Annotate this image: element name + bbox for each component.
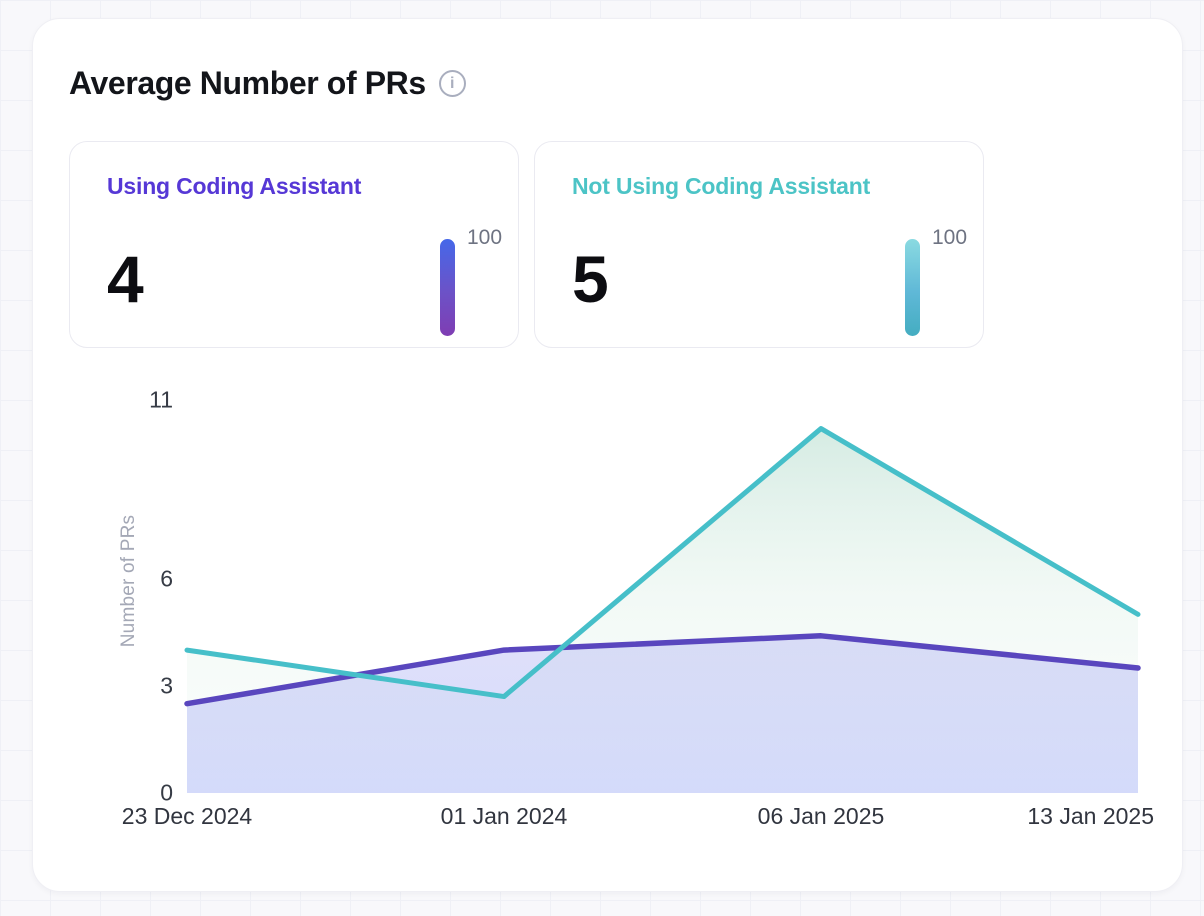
y-tick-label: 11 (149, 386, 173, 413)
stat-card-not-using-assistant: Not Using Coding Assistant 5 100 (534, 141, 984, 348)
stat-label: Using Coding Assistant (107, 173, 362, 199)
y-tick-label: 0 (160, 779, 173, 806)
stat-cards-row: Using Coding Assistant 4 100 Not Using C… (69, 141, 984, 348)
y-axis-ticks: 0 3 6 11 (103, 387, 173, 806)
x-tick-label: 01 Jan 2024 (440, 803, 568, 829)
scale-max-label: 100 (467, 226, 503, 249)
stat-card-using-assistant: Using Coding Assistant 4 100 (69, 141, 519, 348)
x-tick-label: 23 Dec 2024 (121, 803, 253, 829)
area-chart-svg (184, 426, 1141, 793)
prs-trend-chart[interactable] (184, 400, 1141, 793)
average-prs-panel: Average Number of PRs i Using Coding Ass… (32, 18, 1183, 892)
x-tick-label: 06 Jan 2025 (757, 803, 885, 829)
scale-max-label: 100 (932, 226, 968, 249)
stat-value: 4 (107, 242, 144, 316)
stat-label: Not Using Coding Assistant (572, 173, 871, 199)
x-axis-labels: 23 Dec 2024 01 Jan 2024 06 Jan 2025 13 Jan … (122, 803, 1154, 833)
info-icon-glyph: i (450, 74, 455, 92)
gradient-scale-bar (440, 239, 455, 336)
page-title: Average Number of PRs (69, 65, 426, 101)
panel-header: Average Number of PRs i (69, 65, 466, 102)
stat-value: 5 (572, 242, 609, 316)
y-tick-label: 3 (160, 672, 173, 699)
y-tick-label: 6 (160, 565, 173, 592)
info-icon[interactable]: i (438, 70, 466, 97)
x-tick-label: 13 Jan 2025 (1027, 803, 1154, 829)
gradient-scale-bar (905, 239, 920, 336)
